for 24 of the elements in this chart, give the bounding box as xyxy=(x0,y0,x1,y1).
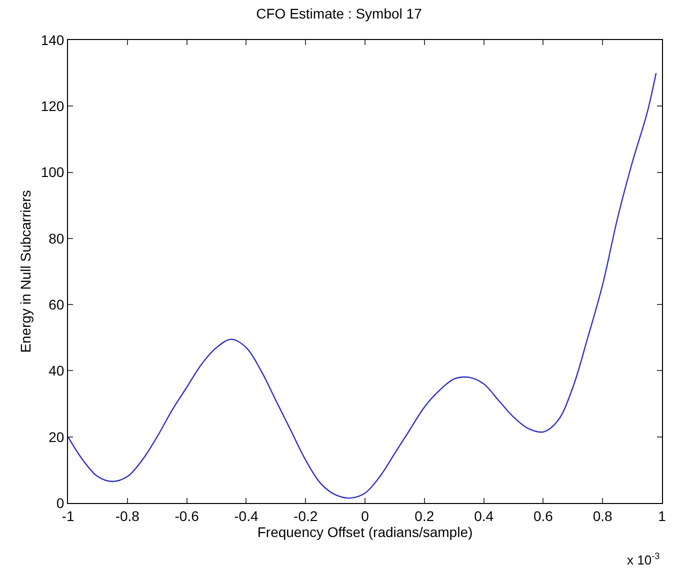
x-tick-label: -0.2 xyxy=(294,508,318,524)
x-tick-label: -1 xyxy=(62,508,74,524)
y-tick-label: 100 xyxy=(40,164,64,180)
y-tick-label: 60 xyxy=(48,296,64,312)
x-tick-label: -0.8 xyxy=(115,508,140,524)
line-series xyxy=(68,72,657,499)
y-tick-label: 20 xyxy=(48,428,64,445)
x-axis-title: Frequency Offset (radians/sample) xyxy=(257,524,473,540)
text: x 10$^{-3}$ xyxy=(627,551,660,568)
y-tick-label: 0 xyxy=(56,494,64,511)
x-tick-label: -0.4 xyxy=(234,508,258,524)
x-tick-label: 0.8 xyxy=(592,508,613,524)
x-tick-label: 0.4 xyxy=(474,508,494,524)
x-tick-label: -0.6 xyxy=(174,508,200,524)
x-tick-label: 0.6 xyxy=(533,508,554,524)
y-tick-label: 140 xyxy=(40,32,64,48)
y-tick-label: 40 xyxy=(48,362,64,379)
x-tick-label: 1 xyxy=(658,508,666,524)
chart-title: CFO Estimate : Symbol 17 xyxy=(256,5,422,22)
y-tick-label: 80 xyxy=(48,230,64,246)
y-axis-title: Energy in Null Subcarriers xyxy=(17,190,34,353)
x-tick-label: 0.2 xyxy=(414,508,434,524)
y-tick-label: 120 xyxy=(40,98,64,114)
x-tick-label: 0 xyxy=(361,508,370,524)
